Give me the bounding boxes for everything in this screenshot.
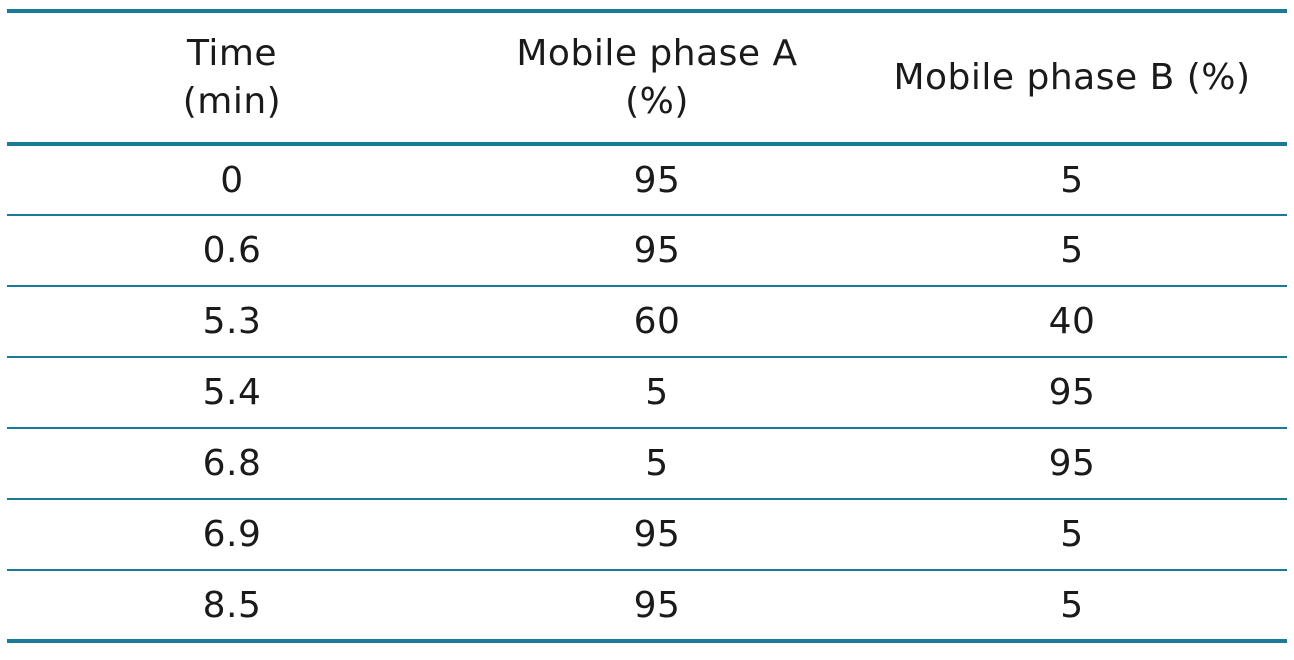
header-phase-a-line-2: (%) xyxy=(625,80,689,122)
header-mobile-phase-b: Mobile phase B (%) xyxy=(857,9,1287,146)
table-row: 6.8 5 95 xyxy=(7,428,1287,500)
cell-time: 0 xyxy=(7,144,457,216)
cell-phase-a: 60 xyxy=(457,286,857,358)
header-time-line-2: (min) xyxy=(182,80,282,122)
cell-phase-b: 5 xyxy=(857,144,1287,216)
cell-phase-a: 95 xyxy=(457,144,857,216)
cell-phase-a: 5 xyxy=(457,428,857,500)
gradient-table-container: Time (min) Mobile phase A (%) Mobile pha… xyxy=(7,9,1287,643)
header-time-line-1: Time xyxy=(186,32,278,74)
table-row: 5.3 60 40 xyxy=(7,286,1287,358)
cell-phase-a: 95 xyxy=(457,499,857,571)
cell-phase-b: 40 xyxy=(857,286,1287,358)
table-body: 0 95 5 0.6 95 5 5.3 60 40 5.4 5 95 6.8 5 xyxy=(7,144,1287,643)
table-row: 6.9 95 5 xyxy=(7,499,1287,571)
cell-phase-a: 95 xyxy=(457,215,857,287)
header-phase-b-line-1: Mobile phase B (%) xyxy=(893,56,1251,98)
cell-time: 6.9 xyxy=(7,499,457,571)
table-row: 8.5 95 5 xyxy=(7,570,1287,643)
cell-phase-a: 5 xyxy=(457,357,857,429)
cell-time: 0.6 xyxy=(7,215,457,287)
table-row: 0.6 95 5 xyxy=(7,215,1287,287)
header-time: Time (min) xyxy=(7,9,457,146)
header-mobile-phase-a: Mobile phase A (%) xyxy=(457,9,857,146)
gradient-table: Time (min) Mobile phase A (%) Mobile pha… xyxy=(7,9,1287,643)
cell-phase-b: 5 xyxy=(857,215,1287,287)
cell-phase-b: 5 xyxy=(857,570,1287,643)
header-phase-a-line-1: Mobile phase A xyxy=(516,32,798,74)
cell-phase-b: 5 xyxy=(857,499,1287,571)
cell-phase-a: 95 xyxy=(457,570,857,643)
cell-time: 6.8 xyxy=(7,428,457,500)
table-row: 5.4 5 95 xyxy=(7,357,1287,429)
header-row: Time (min) Mobile phase A (%) Mobile pha… xyxy=(7,9,1287,146)
cell-phase-b: 95 xyxy=(857,428,1287,500)
table-row: 0 95 5 xyxy=(7,144,1287,216)
table-header: Time (min) Mobile phase A (%) Mobile pha… xyxy=(7,9,1287,146)
cell-time: 5.4 xyxy=(7,357,457,429)
cell-time: 8.5 xyxy=(7,570,457,643)
cell-time: 5.3 xyxy=(7,286,457,358)
cell-phase-b: 95 xyxy=(857,357,1287,429)
